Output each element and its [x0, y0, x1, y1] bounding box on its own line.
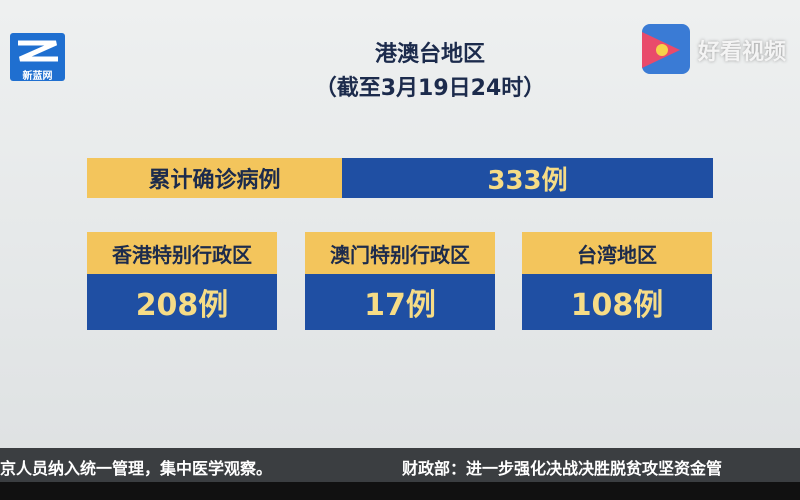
ticker: 京人员纳入统一管理，集中医学观察。 财政部：进一步强化决战决胜脱贫攻坚资金管	[0, 448, 800, 482]
region-label: 澳门特别行政区	[305, 232, 495, 274]
logo-text: 新蓝网	[22, 71, 53, 82]
region-value: 17例	[305, 274, 495, 330]
app-icon	[642, 24, 690, 74]
summary-label: 累计确诊病例	[87, 158, 342, 198]
app-name: 好看视频	[698, 40, 787, 65]
region-label: 台湾地区	[522, 232, 712, 274]
region-value: 208例	[87, 274, 277, 330]
subtitle: （截至3月19日24时）	[314, 76, 546, 101]
region-value: 108例	[522, 274, 712, 330]
ticker-base	[0, 482, 800, 500]
ticker-right: 财政部：进一步强化决战决胜脱贫攻坚资金管	[402, 459, 723, 478]
channel-logo: 新蓝网	[10, 33, 65, 82]
summary-value: 333例	[342, 158, 713, 198]
title: 港澳台地区	[374, 42, 485, 67]
region-label: 香港特别行政区	[87, 232, 277, 274]
ticker-left: 京人员纳入统一管理，集中医学观察。	[0, 459, 273, 478]
logo-mark	[18, 40, 58, 62]
